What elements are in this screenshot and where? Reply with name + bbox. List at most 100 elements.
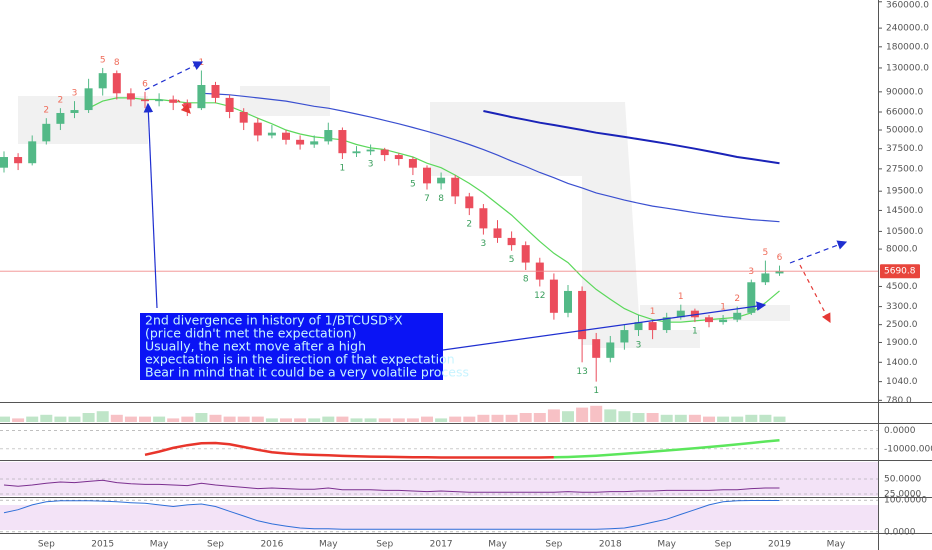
x-tick-label: Sep bbox=[715, 540, 732, 550]
candle-body bbox=[465, 196, 474, 209]
volume-bar bbox=[421, 416, 433, 422]
dashed-arrow bbox=[144, 61, 204, 91]
volume-bar bbox=[96, 411, 109, 422]
annotation-line: Bear in mind that it could be a very vol… bbox=[145, 365, 469, 380]
volume-bar bbox=[604, 409, 617, 422]
volume-bar bbox=[209, 414, 222, 422]
volume-bar bbox=[0, 416, 10, 422]
candle-body bbox=[507, 237, 516, 246]
td-count: 3 bbox=[481, 239, 487, 249]
candle-body bbox=[620, 330, 629, 343]
x-tick-label: Sep bbox=[207, 540, 224, 550]
x-tick-label: 2015 bbox=[91, 540, 114, 550]
td-count: 1 bbox=[678, 292, 684, 302]
td-count: 6 bbox=[142, 79, 148, 89]
y-tick-label: 8000.0 bbox=[886, 245, 918, 255]
td-count: 8 bbox=[523, 274, 529, 284]
y-tick-label: 130000.0 bbox=[886, 63, 929, 73]
x-tick-label: Sep bbox=[545, 540, 562, 550]
macd-line bbox=[144, 441, 554, 459]
candle-body bbox=[197, 84, 206, 109]
volume-bar bbox=[533, 413, 546, 422]
volume-bar bbox=[562, 411, 574, 422]
td-count: 2 bbox=[734, 294, 740, 304]
candle-body bbox=[267, 132, 276, 136]
candle-body bbox=[98, 73, 107, 89]
candle-body bbox=[592, 339, 601, 358]
y-tick-label: 25.0000 bbox=[884, 490, 921, 500]
td-count: 3 bbox=[72, 89, 78, 99]
last-price-badge bbox=[880, 264, 920, 279]
y-tick-label: 14500.0 bbox=[886, 206, 923, 216]
td-count: 5 bbox=[763, 248, 769, 258]
annotation-line: expectation is in the direction of that … bbox=[145, 352, 455, 367]
candle-body bbox=[366, 149, 375, 152]
td-count: 8 bbox=[114, 58, 120, 68]
td-count: 2 bbox=[43, 106, 49, 116]
candle-body bbox=[141, 99, 149, 102]
rsi-line bbox=[3, 479, 780, 493]
stoch-line bbox=[3, 500, 780, 530]
candle-body bbox=[28, 141, 37, 164]
y-tick-label: 1400.0 bbox=[886, 358, 918, 368]
y-tick-label: 1900.0 bbox=[886, 338, 918, 348]
td-count: 5 bbox=[509, 255, 515, 265]
candle-body bbox=[761, 273, 770, 283]
candle-body bbox=[775, 271, 784, 274]
y-tick-label: 90000.0 bbox=[886, 87, 923, 97]
candle-body bbox=[380, 149, 389, 156]
td-count: 5 bbox=[410, 180, 416, 190]
td-count: 1 bbox=[650, 307, 656, 317]
candle-body bbox=[211, 84, 220, 98]
candle-body bbox=[564, 290, 572, 313]
volume-bar bbox=[773, 416, 786, 422]
td-count: 2 bbox=[466, 220, 472, 230]
volume-bar bbox=[110, 414, 123, 422]
volume-bar bbox=[449, 416, 462, 422]
volume-bar bbox=[632, 413, 645, 422]
y-tick-label: 0.0000 bbox=[884, 426, 916, 436]
td-count: 6 bbox=[777, 253, 783, 263]
x-tick-label: 2016 bbox=[260, 540, 283, 550]
y-tick-label: 4500.0 bbox=[886, 282, 918, 292]
candle-body bbox=[690, 310, 699, 318]
volume-bar bbox=[54, 416, 67, 422]
y-tick-label: 180000.0 bbox=[886, 42, 929, 52]
volume-bar bbox=[237, 416, 250, 422]
x-tick-label: May bbox=[488, 540, 507, 550]
shaded-zone bbox=[18, 96, 148, 144]
volume-bar bbox=[717, 416, 730, 422]
td-count: 5 bbox=[100, 55, 106, 65]
td-count: 3 bbox=[748, 267, 754, 277]
td-count: 3 bbox=[636, 340, 642, 350]
volume-bar bbox=[308, 418, 321, 422]
x-tick-label: 2017 bbox=[430, 540, 453, 550]
candle-body bbox=[183, 102, 192, 109]
volume-bar bbox=[435, 418, 448, 422]
td-count: 12 bbox=[534, 291, 545, 301]
volume-bar bbox=[759, 414, 772, 422]
candle-body bbox=[578, 290, 587, 340]
shaded-zone bbox=[600, 330, 700, 348]
volume-bar bbox=[392, 418, 405, 422]
candle-body bbox=[239, 111, 248, 123]
volume-bar bbox=[336, 416, 349, 422]
td-count: 13 bbox=[576, 367, 587, 377]
candle-body bbox=[84, 88, 93, 111]
td-count: 3 bbox=[368, 160, 374, 170]
candle-body bbox=[437, 177, 446, 184]
dashed-arrow bbox=[177, 99, 191, 114]
candle-body bbox=[676, 310, 685, 318]
y-tick-label: -10000.0000 bbox=[884, 444, 932, 454]
candle-body bbox=[662, 317, 671, 331]
candle-body bbox=[155, 99, 164, 102]
arrow bbox=[442, 301, 767, 351]
dashed-arrow bbox=[799, 264, 831, 324]
volume-bar bbox=[68, 416, 81, 422]
td-count: 7 bbox=[424, 194, 430, 204]
candle-body bbox=[225, 97, 234, 112]
candle-body bbox=[296, 139, 305, 145]
y-tick-label: 1040.0 bbox=[886, 377, 918, 387]
